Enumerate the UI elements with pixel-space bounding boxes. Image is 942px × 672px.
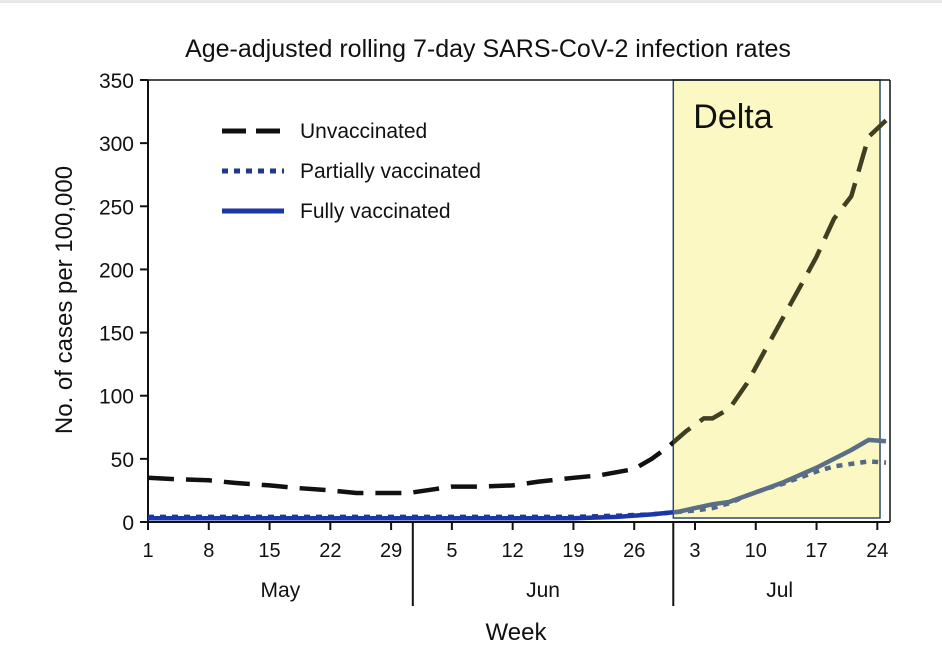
x-tick-label: 15	[258, 540, 280, 562]
y-tick-label: 100	[99, 386, 134, 409]
delta-shaded-region-group: Delta	[672, 79, 881, 519]
y-tick-label: 50	[111, 449, 134, 472]
month-label: Jul	[766, 579, 793, 602]
x-tick-label: 8	[203, 540, 214, 562]
x-tick-label: 17	[805, 540, 827, 562]
series-line-unvaccinated-delta-segment	[673, 118, 888, 446]
legend-label: Fully vaccinated	[300, 200, 451, 223]
y-tick-label: 300	[99, 133, 134, 156]
x-tick-label: 12	[502, 540, 524, 562]
x-tick-label: 1	[142, 540, 153, 562]
legend-label: Partially vaccinated	[300, 160, 481, 183]
series-line-fully-vaccinated-delta-segment	[673, 437, 887, 515]
x-tick-label: 3	[689, 540, 700, 562]
month-label: May	[261, 579, 301, 602]
series-group	[147, 118, 888, 521]
y-tick-label: 200	[99, 259, 134, 282]
chart-title: Age-adjusted rolling 7-day SARS-CoV-2 in…	[185, 35, 791, 63]
delta-region	[672, 79, 881, 519]
y-tick-label: 0	[122, 512, 134, 535]
y-tick-label: 150	[99, 323, 134, 346]
x-tick-label: 22	[319, 540, 341, 562]
x-tick-label: 10	[745, 540, 767, 562]
delta-region-label: Delta	[693, 98, 772, 136]
x-tick-label: 24	[866, 540, 888, 562]
top-edge-strip	[0, 0, 942, 3]
x-tick-label: 26	[623, 540, 645, 562]
month-label: Jun	[526, 579, 560, 602]
y-axis-label: No. of cases per 100,000	[51, 166, 78, 434]
axes-group: 0 50 100 150 200 250 300 350 1 8 15 22 29 5 12 19 26 3 10 1…	[99, 70, 891, 606]
x-tick-label: 29	[380, 540, 402, 562]
legend: Unvaccinated Partially vaccinated Fully va…	[222, 120, 481, 223]
series-line-fully-vaccinated	[148, 510, 674, 521]
x-tick-label: 19	[562, 540, 584, 562]
y-tick-label: 250	[99, 196, 134, 219]
x-tick-label: 5	[446, 540, 457, 562]
y-tick-label: 350	[99, 70, 134, 93]
series-line-unvaccinated	[147, 439, 674, 496]
legend-label: Unvaccinated	[300, 120, 427, 143]
x-axis-label: Week	[486, 619, 548, 646]
